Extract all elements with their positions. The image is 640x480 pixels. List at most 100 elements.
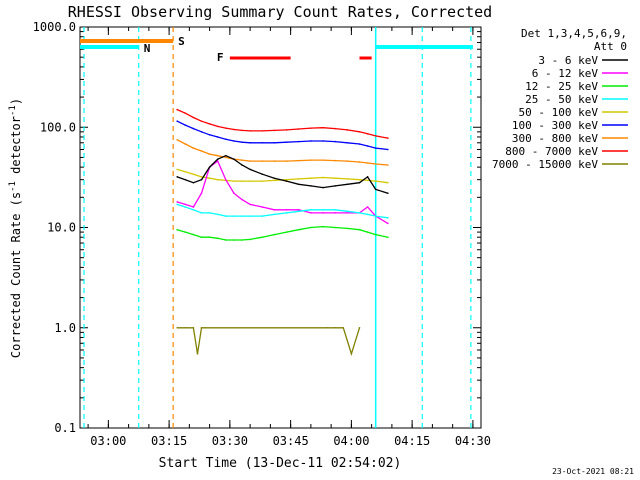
- y-tick-label: 0.1: [54, 421, 76, 435]
- data-point: [233, 128, 235, 131]
- data-point: [184, 326, 187, 329]
- data-point: [387, 216, 389, 219]
- x-tick-label: 03:30: [212, 434, 248, 448]
- data-point: [192, 147, 195, 149]
- data-point: [216, 158, 219, 161]
- data-point: [200, 192, 203, 194]
- data-point: [233, 158, 235, 161]
- series-line-7: [176, 109, 388, 139]
- data-point: [208, 236, 211, 239]
- data-point: [387, 148, 389, 151]
- data-point: [366, 206, 369, 208]
- data-point: [192, 173, 195, 176]
- x-tick-label: 03:45: [273, 434, 309, 448]
- data-point: [334, 326, 336, 329]
- data-point: [192, 209, 195, 211]
- data-point: [261, 206, 264, 208]
- data-point: [334, 127, 336, 130]
- data-point: [216, 178, 219, 181]
- data-point: [184, 206, 187, 208]
- data-point: [225, 239, 227, 241]
- data-point: [176, 108, 179, 111]
- data-point: [374, 135, 377, 137]
- data-point: [176, 120, 179, 122]
- data-point: [241, 239, 243, 241]
- data-point: [208, 166, 211, 168]
- data-point: [249, 130, 251, 132]
- data-point: [387, 236, 389, 239]
- data-point: [241, 159, 243, 161]
- data-point: [387, 164, 389, 166]
- data-point: [297, 209, 300, 211]
- data-point: [200, 120, 203, 122]
- series-line-5: [176, 120, 388, 151]
- legend-label: 3 - 6 keV: [538, 54, 598, 67]
- data-point: [200, 236, 203, 239]
- y-tick-label: 1000.0: [33, 20, 76, 34]
- flag-label-s: S: [178, 35, 185, 48]
- data-point: [208, 212, 211, 214]
- data-point: [200, 326, 203, 329]
- data-point: [184, 178, 187, 181]
- data-point: [249, 215, 251, 217]
- data-point: [176, 203, 179, 206]
- data-point: [192, 181, 195, 184]
- data-point: [297, 228, 300, 231]
- data-point: [200, 150, 203, 152]
- data-point: [285, 129, 288, 131]
- data-point: [310, 185, 312, 187]
- data-point: [225, 156, 227, 159]
- data-point: [249, 141, 251, 144]
- data-point: [192, 116, 195, 119]
- data-point: [374, 163, 377, 165]
- data-point: [233, 215, 235, 217]
- data-point: [233, 180, 235, 182]
- data-point: [366, 176, 369, 178]
- data-point: [285, 141, 288, 143]
- data-point: [358, 161, 361, 163]
- data-point: [184, 112, 187, 115]
- legend-label: 50 - 100 keV: [519, 106, 599, 119]
- data-point: [208, 153, 211, 155]
- data-point: [176, 168, 179, 171]
- series-line-3: [177, 203, 388, 219]
- data-point: [322, 186, 324, 189]
- data-point: [285, 180, 288, 182]
- data-point: [285, 231, 288, 233]
- data-point: [249, 168, 251, 171]
- data-point: [310, 177, 312, 180]
- data-point: [350, 352, 353, 355]
- legend-label: 7000 - 15000 keV: [492, 158, 598, 171]
- legend-label: 25 - 50 keV: [525, 93, 598, 106]
- data-point: [241, 180, 243, 182]
- data-point: [216, 213, 219, 216]
- data-point: [322, 209, 324, 211]
- data-point: [346, 212, 349, 214]
- data-point: [322, 126, 324, 129]
- data-point: [200, 178, 203, 181]
- data-point: [249, 238, 251, 241]
- data-point: [184, 231, 187, 233]
- data-point: [346, 141, 349, 144]
- y-axis-label: Corrected Count Rate (s-1 detector-1): [8, 98, 23, 358]
- data-point: [261, 236, 264, 239]
- data-point: [310, 209, 312, 211]
- data-point: [358, 131, 361, 133]
- data-point: [216, 154, 219, 157]
- data-point: [192, 206, 195, 208]
- data-point: [273, 209, 276, 211]
- data-point: [273, 141, 276, 144]
- data-point: [366, 133, 369, 135]
- legend-label: 6 - 12 keV: [532, 67, 599, 80]
- legend-header-detectors: Det 1,3,4,5,6,9,: [521, 27, 627, 40]
- data-point: [233, 140, 235, 142]
- legend-label: 300 - 800 keV: [512, 132, 598, 145]
- data-point: [346, 160, 349, 162]
- data-point: [261, 215, 264, 217]
- data-point: [297, 210, 300, 213]
- data-point: [285, 212, 288, 214]
- data-point: [374, 233, 377, 236]
- data-point: [285, 160, 288, 162]
- data-point: [285, 209, 288, 211]
